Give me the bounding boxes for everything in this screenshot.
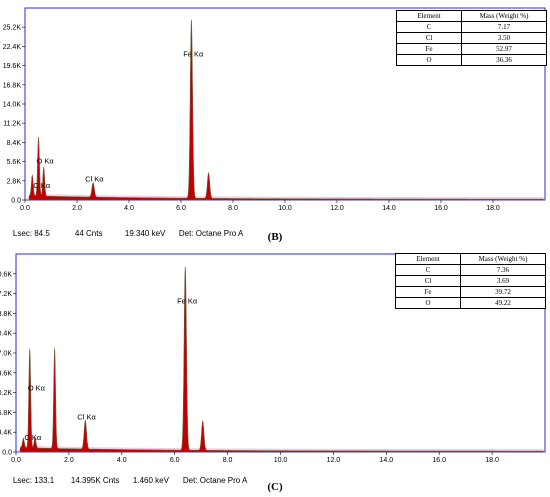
mass-cell: 39.72 (460, 286, 546, 298)
x-tick-label: 6.0 (170, 457, 180, 464)
caption-c: (C) (267, 481, 283, 493)
x-tick-label: 16.0 (432, 457, 446, 464)
peak-label: Cl Kα (77, 412, 96, 421)
table-row: O 49.22 (395, 297, 546, 309)
x-tick-label: 14.0 (382, 205, 396, 212)
element-cell: O (396, 54, 462, 66)
table-row: Fe 39.72 (395, 286, 546, 298)
x-tick-label: 0.0 (20, 205, 30, 212)
y-tick-label: 13.6K (0, 370, 12, 377)
y-tick-label: 27.2K (0, 291, 12, 298)
element-cell: O (395, 297, 461, 309)
table-row: Fe 52.97 (396, 43, 547, 55)
composition-table-b: Element Mass (Weight %) C 7.17 Cl 3.50 Fe 5… (396, 10, 547, 66)
column-header-element: Element (396, 10, 462, 22)
x-tick-label: 8.0 (228, 205, 238, 212)
x-tick-label: 18.0 (485, 457, 499, 464)
table-row: C 7.36 (395, 264, 546, 276)
x-tick-label: 0.0 (11, 457, 21, 464)
kev-readout: 19.340 keV (124, 229, 166, 238)
y-tick-label: 8.4K (7, 140, 22, 147)
peak-label: Cl Kα (85, 175, 104, 184)
mass-cell: 3.69 (460, 275, 546, 287)
y-tick-label: 20.4K (0, 331, 12, 338)
peak-label: C Kα (33, 181, 51, 190)
panel-c: 0.0 3.4K 6.8K 10.2K 13.6K 17.0K 20.4K 23.8K 27.2… (0, 247, 550, 497)
peak-label: O Kα (28, 384, 46, 393)
table-header-row: Element Mass (Weight %) (395, 253, 546, 265)
peak-label: Fe Kα (177, 297, 198, 306)
mass-cell: 49.22 (460, 297, 546, 309)
lsec-readout: Lsec: 84.5 (12, 229, 50, 238)
peak-label: C Kα (24, 433, 42, 442)
y-tick-label: 5.6K (7, 159, 22, 166)
y-tick-label: 30.6K (0, 271, 12, 278)
mass-cell: 3.50 (461, 32, 547, 44)
detector-readout: Det: Octane Pro A (178, 229, 244, 238)
y-tick-label: 23.8K (0, 311, 12, 318)
lsec-readout: Lsec: 133.1 (12, 476, 55, 485)
table-header-row: Element Mass (Weight %) (396, 10, 547, 22)
table-row: Cl 3.50 (396, 32, 547, 44)
counts-readout: 14.395K Cnts (70, 476, 120, 485)
element-cell: Fe (395, 286, 461, 298)
column-header-element: Element (395, 253, 461, 265)
y-tick-label: 25.2K (3, 25, 22, 32)
spectrum-series (26, 19, 545, 201)
element-cell: Fe (396, 43, 462, 55)
y-tick-label: 22.4K (3, 44, 22, 51)
mass-cell: 7.17 (461, 21, 547, 33)
x-tick-label: 10.0 (278, 205, 292, 212)
element-cell: Cl (396, 32, 462, 44)
status-bar-c: Lsec: 133.1 14.395K Cnts 1.460 keV Det: Oct… (4, 467, 247, 494)
x-tick-label: 6.0 (176, 205, 186, 212)
detector-readout: Det: Octane Pro A (182, 476, 248, 485)
composition-table-c: Element Mass (Weight %) C 7.36 Cl 3.69 Fe 3… (395, 253, 546, 309)
status-bar-b: Lsec: 84.5 44 Cnts 19.340 keV Det: Octane P… (4, 220, 243, 247)
y-tick-label: 0.0 (11, 198, 21, 205)
column-header-mass: Mass (Weight %) (461, 10, 547, 22)
spectrum-series (17, 266, 545, 453)
x-tick-label: 8.0 (223, 457, 233, 464)
element-cell: C (396, 21, 462, 33)
y-tick-label: 6.8K (0, 410, 12, 417)
x-tick-label: 10.0 (274, 457, 288, 464)
x-tick-label: 2.0 (72, 205, 82, 212)
x-tick-label: 4.0 (124, 205, 134, 212)
x-tick-label: 12.0 (330, 205, 344, 212)
y-tick-label: 19.6K (3, 63, 22, 70)
column-header-mass: Mass (Weight %) (460, 253, 546, 265)
x-tick-label: 2.0 (64, 457, 74, 464)
table-row: C 7.17 (396, 21, 547, 33)
x-tick-label: 14.0 (379, 457, 393, 464)
y-tick-label: 14.0K (3, 102, 22, 109)
y-tick-label: 11.2K (3, 121, 21, 128)
y-tick-label: 10.2K (0, 390, 12, 397)
caption-b: (B) (267, 231, 283, 243)
panel-b: 0.0 2.8K 5.6K 8.4K 11.2K 14.0K 16.8K 19.6K 22.4K… (0, 0, 550, 244)
peak-label: O Kα (37, 156, 55, 165)
y-tick-label: 2.8K (7, 178, 22, 185)
element-cell: Cl (395, 275, 461, 287)
x-tick-label: 16.0 (434, 205, 448, 212)
y-tick-label: 17.0K (0, 351, 12, 358)
table-row: O 36.36 (396, 54, 547, 66)
kev-readout: 1.460 keV (132, 476, 169, 485)
table-row: Cl 3.69 (395, 275, 546, 287)
element-cell: C (395, 264, 461, 276)
peak-label: Fe Kα (183, 50, 204, 59)
mass-cell: 52.97 (461, 43, 547, 55)
x-tick-label: 4.0 (117, 457, 127, 464)
mass-cell: 36.36 (461, 54, 547, 66)
y-tick-label: 16.8K (3, 82, 22, 89)
y-tick-label: 0.0 (2, 450, 12, 457)
x-tick-label: 12.0 (327, 457, 341, 464)
y-tick-label: 3.4K (0, 430, 12, 437)
counts-readout: 44 Cnts (74, 229, 103, 238)
x-tick-label: 18.0 (486, 205, 500, 212)
mass-cell: 7.36 (460, 264, 546, 276)
